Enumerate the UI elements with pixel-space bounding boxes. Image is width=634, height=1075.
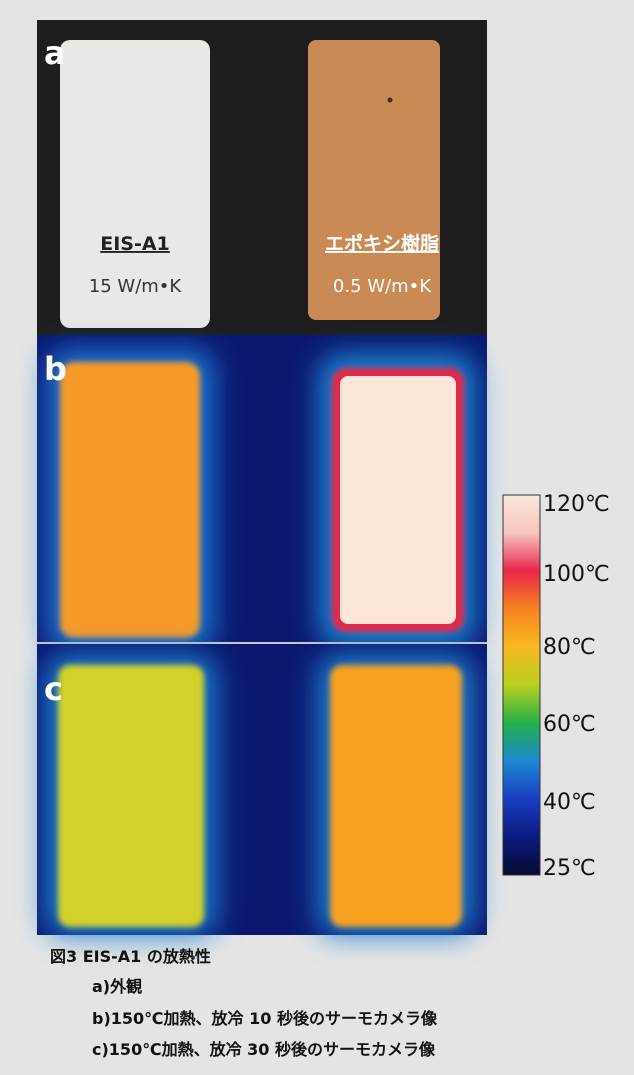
panel-letter: c	[44, 670, 63, 708]
conductivity: 15 W/m•K	[89, 276, 183, 297]
caption-title: 図3 EIS-A1 の放熱性	[50, 947, 211, 966]
spot	[388, 98, 393, 103]
panel-a: a EIS-A1 15 W/m•K エポキシ樹脂 0.5 W/m•K	[37, 20, 487, 335]
colorbar-scale	[503, 495, 540, 875]
colorbar-label: 80℃	[543, 635, 596, 660]
figure: a EIS-A1 15 W/m•K エポキシ樹脂 0.5 W/m•K b c 1…	[0, 0, 634, 1075]
caption-line: b)150℃加熱、放冷 10 秒後のサーモカメラ像	[92, 1009, 437, 1028]
panel-c: c	[37, 644, 487, 935]
colorbar-label: 120℃	[543, 492, 610, 517]
caption-line: c)150℃加熱、放冷 30 秒後のサーモカメラ像	[92, 1040, 435, 1059]
colorbar-label: 60℃	[543, 712, 596, 737]
hot-core	[340, 376, 456, 624]
colorbar-label: 40℃	[543, 790, 596, 815]
thermal-plate	[60, 362, 200, 638]
colorbar-label: 100℃	[543, 562, 610, 587]
thermal-plate	[58, 665, 204, 927]
material-name: エポキシ樹脂	[325, 232, 439, 255]
colorbar: 120℃ 100℃ 80℃ 60℃ 40℃ 25℃	[503, 492, 610, 881]
colorbar-label: 25℃	[543, 856, 596, 881]
material-name: EIS-A1	[100, 233, 170, 255]
panel-b: b	[37, 335, 487, 650]
thermal-plate	[330, 665, 462, 927]
panel-letter: a	[44, 34, 66, 72]
caption: 図3 EIS-A1 の放熱性 a)外観 b)150℃加熱、放冷 10 秒後のサー…	[50, 947, 437, 1059]
caption-line: a)外観	[92, 977, 142, 996]
conductivity: 0.5 W/m•K	[333, 276, 432, 297]
panel-letter: b	[44, 350, 67, 388]
